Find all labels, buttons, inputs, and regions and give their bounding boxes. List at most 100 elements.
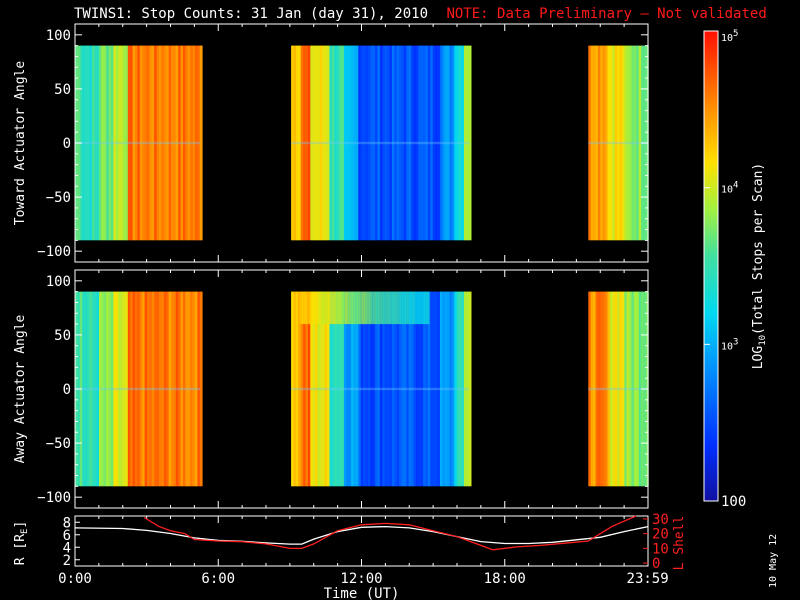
- away-y-tick-label: 0: [63, 382, 71, 398]
- away-high-angle-band: [424, 291, 427, 325]
- away-high-angle-band: [388, 291, 391, 325]
- away-column: [466, 291, 470, 487]
- toward-column: [425, 45, 429, 241]
- away-column: [132, 291, 136, 487]
- toward-column: [324, 45, 328, 241]
- away-column: [123, 291, 126, 487]
- away-column: [154, 291, 157, 487]
- toward-column: [413, 45, 417, 241]
- away-high-angle-band: [361, 291, 365, 325]
- away-high-angle-band: [369, 291, 372, 325]
- colorbar-tick-base: 10: [721, 341, 733, 352]
- away-high-angle-band: [407, 291, 411, 325]
- toward-column: [423, 45, 426, 241]
- toward-column: [195, 45, 198, 241]
- colorbar-tick-base: 10: [721, 33, 733, 44]
- colorbar-tick-label: 105: [721, 29, 738, 44]
- colorbar-tick-exp: 4: [733, 181, 738, 191]
- toward-column: [144, 45, 148, 241]
- away-high-angle-band: [323, 291, 327, 325]
- away-column: [187, 291, 191, 487]
- away-column: [384, 291, 388, 487]
- toward-column: [334, 45, 338, 241]
- orbit-right-tick-label: 30: [652, 512, 669, 528]
- toward-column: [118, 45, 121, 241]
- away-high-angle-band: [414, 291, 418, 325]
- away-high-angle-band: [299, 291, 303, 325]
- away-column: [173, 291, 177, 487]
- away-column: [149, 291, 153, 487]
- toward-column: [367, 45, 371, 241]
- toward-column: [185, 45, 189, 241]
- toward-column: [293, 45, 297, 241]
- away-column: [106, 291, 109, 487]
- toward-y-tick-label: 0: [63, 136, 71, 152]
- away-high-angle-band: [376, 291, 379, 325]
- toward-column: [619, 45, 623, 241]
- toward-column: [447, 45, 450, 241]
- away-column: [142, 291, 145, 487]
- away-segment-1: [75, 291, 203, 487]
- toward-column: [171, 45, 174, 241]
- away-column: [339, 291, 342, 487]
- toward-column: [192, 45, 196, 241]
- toward-column: [382, 45, 386, 241]
- away-column: [403, 291, 407, 487]
- toward-column: [621, 45, 625, 241]
- toward-y-axis-label: Toward Actuator Angle: [13, 61, 28, 226]
- away-column: [113, 291, 117, 487]
- away-high-angle-band: [304, 291, 307, 325]
- toward-column: [384, 45, 388, 241]
- toward-column: [626, 45, 630, 241]
- away-column: [609, 291, 613, 487]
- away-high-angle-band: [359, 291, 363, 325]
- away-column: [89, 291, 93, 487]
- away-high-angle-band: [426, 291, 430, 325]
- toward-column: [399, 45, 402, 241]
- away-high-angle-band: [345, 291, 348, 325]
- away-column: [319, 291, 323, 487]
- away-column: [415, 291, 419, 487]
- toward-y-tick-label: −50: [46, 190, 71, 206]
- toward-column: [403, 45, 407, 241]
- away-high-angle-band: [335, 291, 339, 325]
- toward-column: [298, 45, 302, 241]
- away-high-angle-band: [306, 291, 310, 325]
- x-tick-label: 12:00: [340, 571, 382, 587]
- away-column: [120, 291, 124, 487]
- away-column: [432, 291, 436, 487]
- x-tick-label: 23:59: [627, 571, 669, 587]
- away-column: [430, 291, 434, 487]
- toward-y-tick-label: −100: [37, 244, 71, 260]
- away-column: [461, 291, 465, 487]
- away-column: [602, 291, 606, 487]
- away-segment-3: [588, 291, 649, 487]
- away-high-angle-band: [311, 291, 315, 325]
- away-column: [115, 291, 119, 487]
- toward-column: [427, 45, 431, 241]
- toward-column: [295, 45, 299, 241]
- colorbar-tick-label: 103: [721, 337, 738, 352]
- toward-column: [130, 45, 133, 241]
- toward-column: [595, 45, 599, 241]
- toward-column: [187, 45, 191, 241]
- heatmap-layer: [75, 45, 649, 487]
- toward-column: [151, 45, 155, 241]
- toward-column: [142, 45, 145, 241]
- toward-column: [588, 45, 592, 241]
- away-column: [334, 291, 338, 487]
- toward-column: [178, 45, 181, 241]
- away-column: [418, 291, 422, 487]
- away-y-tick-label: 100: [46, 274, 71, 290]
- away-column: [147, 291, 150, 487]
- generation-date: 10 May 12: [768, 533, 779, 588]
- toward-column: [360, 45, 364, 241]
- away-column: [449, 291, 453, 487]
- away-column: [315, 291, 318, 487]
- toward-column: [135, 45, 138, 241]
- away-high-angle-band: [349, 291, 353, 325]
- toward-column: [466, 45, 470, 241]
- away-column: [175, 291, 179, 487]
- away-high-angle-band: [412, 291, 415, 325]
